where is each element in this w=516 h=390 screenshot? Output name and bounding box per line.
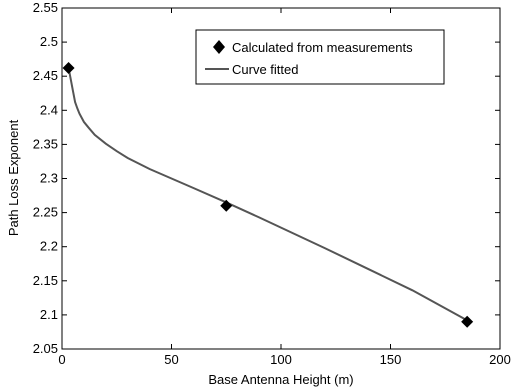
x-tick-label: 50 <box>164 352 178 367</box>
y-tick-label: 2.15 <box>33 273 58 288</box>
y-axis-ticks: 2.05 2.1 2.15 2.2 2.25 2.3 2.35 2.4 2.45 2.5 2.55 <box>33 0 500 356</box>
measurement-point <box>461 315 474 328</box>
legend-box <box>195 29 445 85</box>
legend-label-curve: Curve fitted <box>232 62 298 77</box>
legend-label-measurements: Calculated from measurements <box>232 40 413 55</box>
x-axis-ticks: 0 50 100 150 200 <box>58 8 511 367</box>
y-tick-label: 2.2 <box>40 239 58 254</box>
y-tick-label: 2.4 <box>40 102 58 117</box>
y-tick-label: 2.35 <box>33 136 58 151</box>
y-tick-label: 2.55 <box>33 0 58 15</box>
y-tick-label: 2.05 <box>33 341 58 356</box>
curve-fitted-line <box>67 67 468 322</box>
x-tick-label: 200 <box>489 352 511 367</box>
x-tick-label: 100 <box>270 352 292 367</box>
y-tick-label: 2.25 <box>33 205 58 220</box>
legend: Calculated from measurements Curve fitte… <box>195 29 445 85</box>
measurement-point <box>62 62 75 75</box>
x-tick-label: 0 <box>58 352 65 367</box>
measurement-point <box>220 199 233 212</box>
y-tick-label: 2.5 <box>40 34 58 49</box>
y-tick-label: 2.45 <box>33 68 58 83</box>
y-tick-label: 2.1 <box>40 307 58 322</box>
y-axis-title: Path Loss Exponent <box>6 119 21 236</box>
y-tick-label: 2.3 <box>40 171 58 186</box>
legend-diamond-marker <box>213 40 225 54</box>
series-layer <box>62 62 474 328</box>
x-tick-label: 150 <box>380 352 402 367</box>
x-axis-title: Base Antenna Height (m) <box>208 372 353 387</box>
